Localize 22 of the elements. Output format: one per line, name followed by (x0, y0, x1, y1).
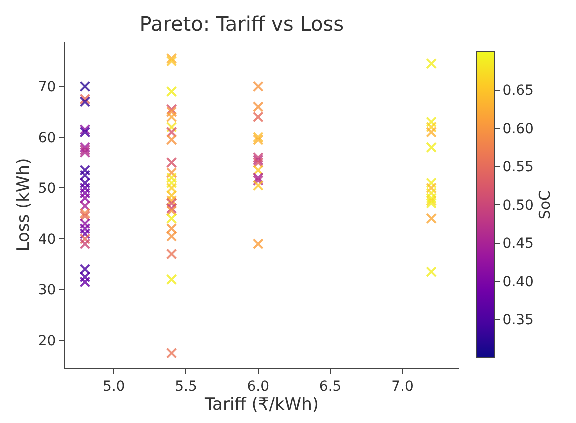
color-bar-label: 0.40 (502, 274, 534, 290)
y-tick-label: 50 (38, 181, 56, 198)
color-bar-label: 0.60 (502, 121, 534, 138)
x-axis-title: Tariff (₹/kWh) (204, 395, 320, 416)
y-tick-label: 30 (38, 282, 56, 299)
y-tick-label: 20 (38, 333, 56, 350)
y-tick-label: 70 (38, 80, 56, 96)
y-tick-label: 60 (38, 130, 56, 146)
y-axis-title: Loss (kWh) (14, 158, 34, 252)
x-tick-label: 6.0 (247, 378, 270, 395)
x-tick-label: 5.0 (102, 378, 126, 395)
color-bar-label: 0.65 (502, 83, 534, 100)
chart-title: Pareto: Tariff vs Loss (140, 12, 344, 36)
x-tick-label: 6.5 (319, 378, 342, 395)
color-bar-label: 0.45 (502, 236, 534, 252)
x-tick-label: 7.0 (392, 378, 414, 395)
color-bar-label: 0.50 (502, 198, 534, 214)
color-bar-title: SoC (536, 190, 554, 220)
color-bar-label: 0.35 (502, 312, 534, 329)
x-tick-label: 5.5 (175, 378, 198, 395)
color-bar-label: 0.55 (502, 160, 534, 176)
y-tick-label: 40 (38, 232, 56, 248)
